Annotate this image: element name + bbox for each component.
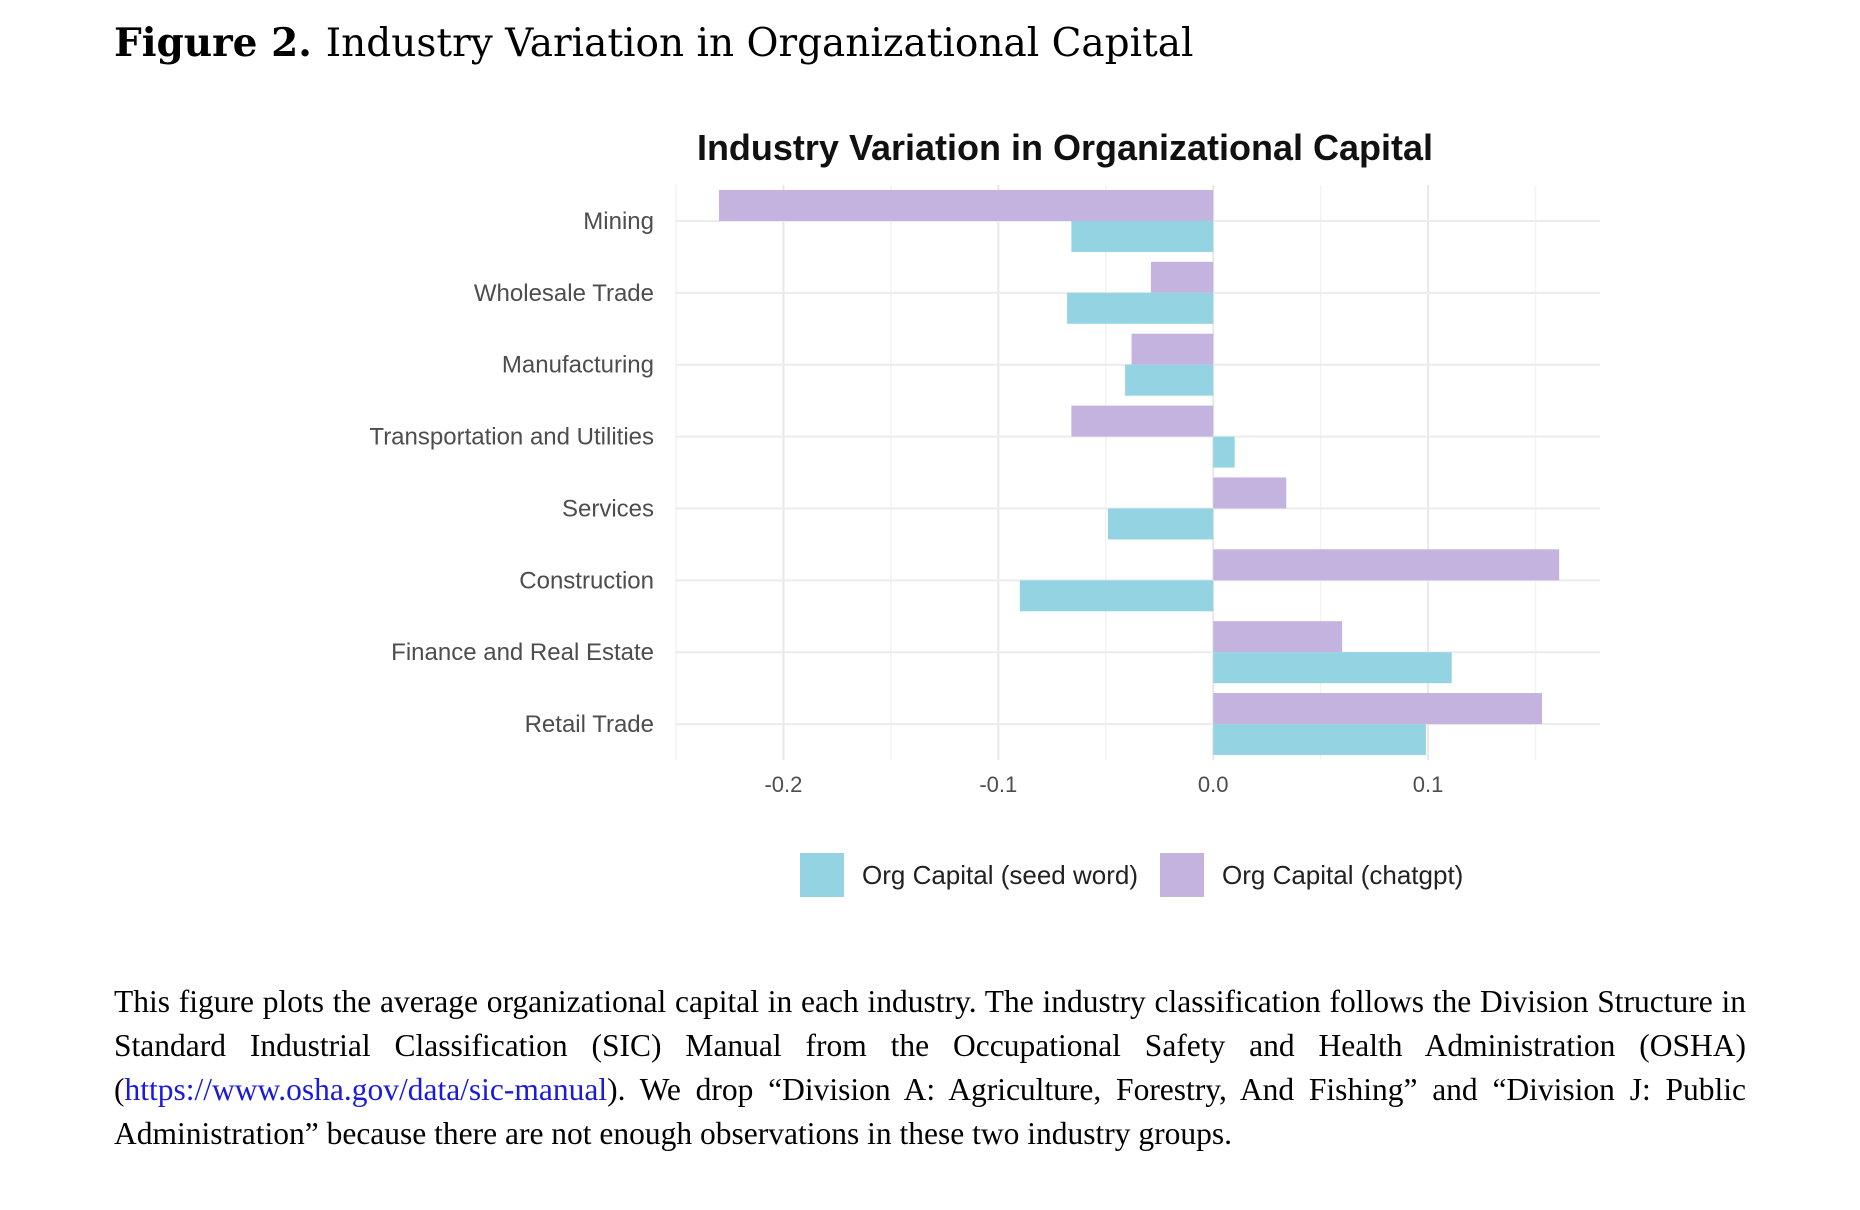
bar-seed-word-construction — [1019, 580, 1214, 612]
bar-chatgpt-services — [1213, 477, 1287, 509]
bar-chatgpt-finance-and-real-estate — [1213, 621, 1343, 653]
legend-label: Org Capital (chatgpt) — [1222, 860, 1463, 890]
bar-seed-word-services — [1107, 508, 1214, 540]
caption-text-after: ). We drop “Division A: Agri­culture, Fo… — [114, 1072, 1746, 1151]
legend-label: Org Capital (seed word) — [862, 860, 1138, 890]
figure-caption: This figure plots the average organizati… — [114, 980, 1746, 1156]
bar-seed-word-finance-and-real-estate — [1213, 652, 1452, 684]
chart-gridlines — [675, 185, 1600, 760]
bar-seed-word-mining — [1071, 220, 1214, 252]
sic-manual-link[interactable]: https://www.osha.gov/data/sic-manual — [124, 1072, 608, 1107]
category-labels: Mining Wholesale Trade Manufacturing Transp… — [369, 208, 654, 738]
bar-chatgpt-wholesale-trade — [1150, 261, 1214, 293]
category-label: Finance and Real Estate — [391, 639, 654, 666]
x-tick-label: -0.1 — [979, 772, 1017, 797]
bar-chatgpt-manufacturing — [1131, 333, 1214, 365]
category-label: Mining — [583, 208, 654, 235]
category-label: Wholesale Trade — [474, 280, 654, 307]
bar-chatgpt-mining — [718, 189, 1214, 221]
x-axis-ticks: -0.2 -0.1 0.0 0.1 — [764, 772, 1443, 797]
bar-chatgpt-transportation-and-utilities — [1071, 405, 1214, 437]
category-label: Manufacturing — [502, 352, 654, 379]
x-tick-label: 0.1 — [1413, 772, 1444, 797]
chart-legend: Org Capital (seed word) Org Capital (chat… — [800, 853, 1463, 897]
category-label: Services — [562, 495, 654, 522]
bar-seed-word-transportation-and-utilities — [1213, 436, 1235, 468]
bar-chart: Industry Variation in Organizational Cap… — [369, 127, 1600, 897]
bar-chatgpt-retail-trade — [1213, 693, 1542, 725]
figure-label: Figure 2. — [114, 20, 312, 66]
figure-title: Figure 2. Industry Variation in Organizat… — [114, 20, 1194, 66]
chart-title: Industry Variation in Organizational Cap… — [697, 127, 1433, 168]
category-label: Construction — [519, 567, 654, 594]
figure-title-text: Industry Variation in Organizational Cap… — [325, 21, 1194, 66]
x-tick-label: 0.0 — [1198, 772, 1229, 797]
chart-bars — [718, 189, 1560, 756]
category-label: Transportation and Utilities — [369, 424, 654, 451]
x-tick-label: -0.2 — [764, 772, 802, 797]
bar-seed-word-wholesale-trade — [1067, 292, 1214, 324]
legend-swatch — [800, 853, 844, 897]
bar-seed-word-retail-trade — [1213, 724, 1426, 756]
bar-chatgpt-construction — [1213, 549, 1560, 581]
category-label: Retail Trade — [525, 711, 654, 738]
bar-seed-word-manufacturing — [1125, 364, 1214, 396]
caption-text-before: This figure plots the average organizati… — [114, 984, 1746, 1107]
legend-swatch — [1160, 853, 1204, 897]
